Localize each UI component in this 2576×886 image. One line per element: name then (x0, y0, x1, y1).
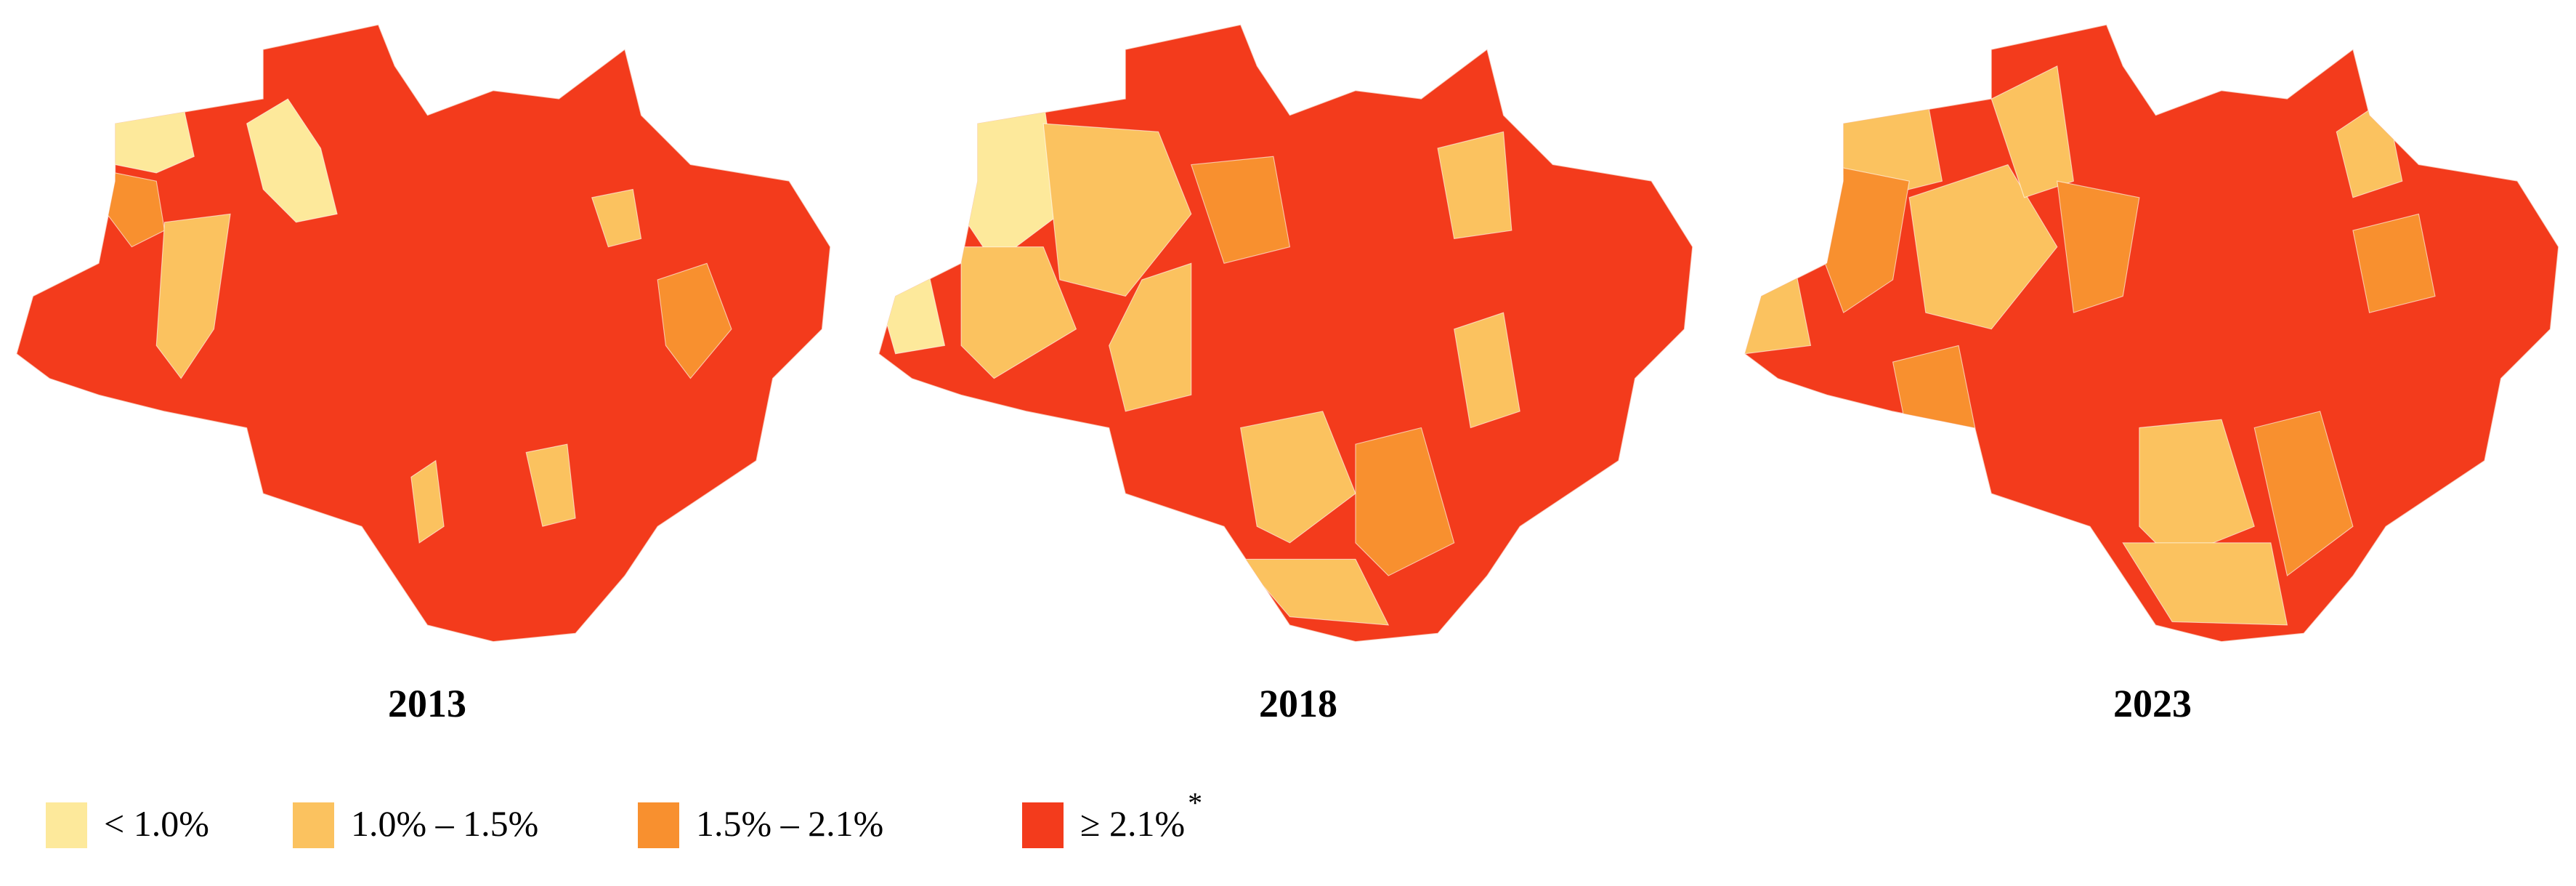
region (1908, 164, 2058, 330)
region (657, 262, 732, 379)
region (410, 459, 445, 544)
region (1239, 411, 1356, 544)
footnote-mark: * (1188, 786, 1202, 819)
region-outline (16, 24, 831, 643)
regions (101, 94, 732, 544)
region (1042, 123, 1192, 297)
legend-swatch (46, 802, 87, 848)
region (1437, 131, 1512, 240)
regions (1745, 65, 2436, 626)
maps (16, 24, 2559, 643)
year-label: 2018 (1259, 682, 1337, 725)
regions (879, 98, 1520, 626)
legend-swatch (638, 802, 679, 848)
region (2253, 411, 2354, 577)
region (1454, 312, 1520, 429)
region (2057, 180, 2140, 313)
region (960, 246, 1077, 379)
legend-label: ≥ 2.1% (1080, 803, 1185, 844)
legend-swatch (293, 802, 334, 848)
legend: < 1.0% 1.0% – 1.5% 1.5% – 2.1% ≥ 2.1%* (46, 786, 1202, 848)
region (155, 213, 231, 379)
year-label: 2013 (388, 682, 466, 725)
legend-label: < 1.0% (104, 803, 209, 844)
region (1990, 65, 2075, 198)
legend-label: 1.0% – 1.5% (351, 803, 538, 844)
region (1355, 427, 1455, 576)
region (2352, 213, 2436, 313)
map (16, 24, 831, 643)
region (1191, 156, 1291, 264)
map (878, 24, 1693, 643)
region (246, 98, 338, 223)
region (1109, 262, 1192, 412)
legend-swatch (1022, 802, 1064, 848)
map (1744, 24, 2559, 643)
region (525, 443, 576, 527)
year-label: 2023 (2113, 682, 2192, 725)
region (2122, 542, 2288, 626)
region (101, 94, 195, 174)
legend-label: 1.5% – 2.1% (696, 803, 883, 844)
region (591, 188, 642, 248)
region (1239, 558, 1390, 626)
year-labels: 2013 2018 2023 (388, 682, 2192, 725)
